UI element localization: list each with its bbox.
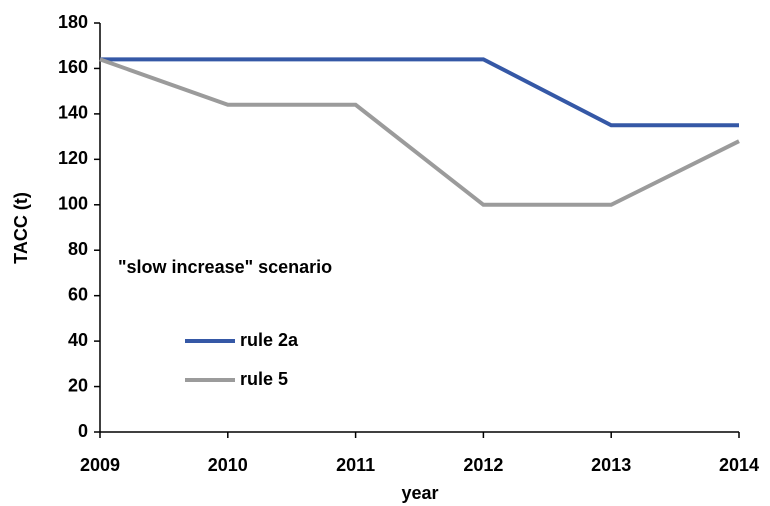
x-tick-label: 2012: [463, 455, 503, 475]
x-tick-label: 2010: [208, 455, 248, 475]
legend-label: rule 2a: [240, 330, 299, 350]
x-tick-label: 2014: [719, 455, 759, 475]
series-line: [99, 57, 740, 207]
y-tick-label: 100: [58, 194, 88, 214]
y-tick-label: 140: [58, 103, 88, 123]
y-tick-label: 80: [68, 239, 88, 259]
y-tick-label: 20: [68, 375, 88, 395]
y-tick-label: 60: [68, 284, 88, 304]
y-axis-label: TACC (t): [11, 192, 31, 264]
series-line: [100, 57, 739, 128]
y-tick-label: 0: [78, 421, 88, 441]
legend-label: rule 5: [240, 369, 288, 389]
annotation: "slow increase" scenario: [118, 257, 332, 277]
x-axis-label: year: [401, 483, 438, 503]
y-tick-label: 120: [58, 148, 88, 168]
y-tick-label: 160: [58, 57, 88, 77]
x-tick-label: 2009: [80, 455, 120, 475]
x-tick-label: 2013: [591, 455, 631, 475]
y-tick-label: 40: [68, 330, 88, 350]
y-tick-label: 180: [58, 12, 88, 32]
x-tick-label: 2011: [336, 455, 375, 475]
